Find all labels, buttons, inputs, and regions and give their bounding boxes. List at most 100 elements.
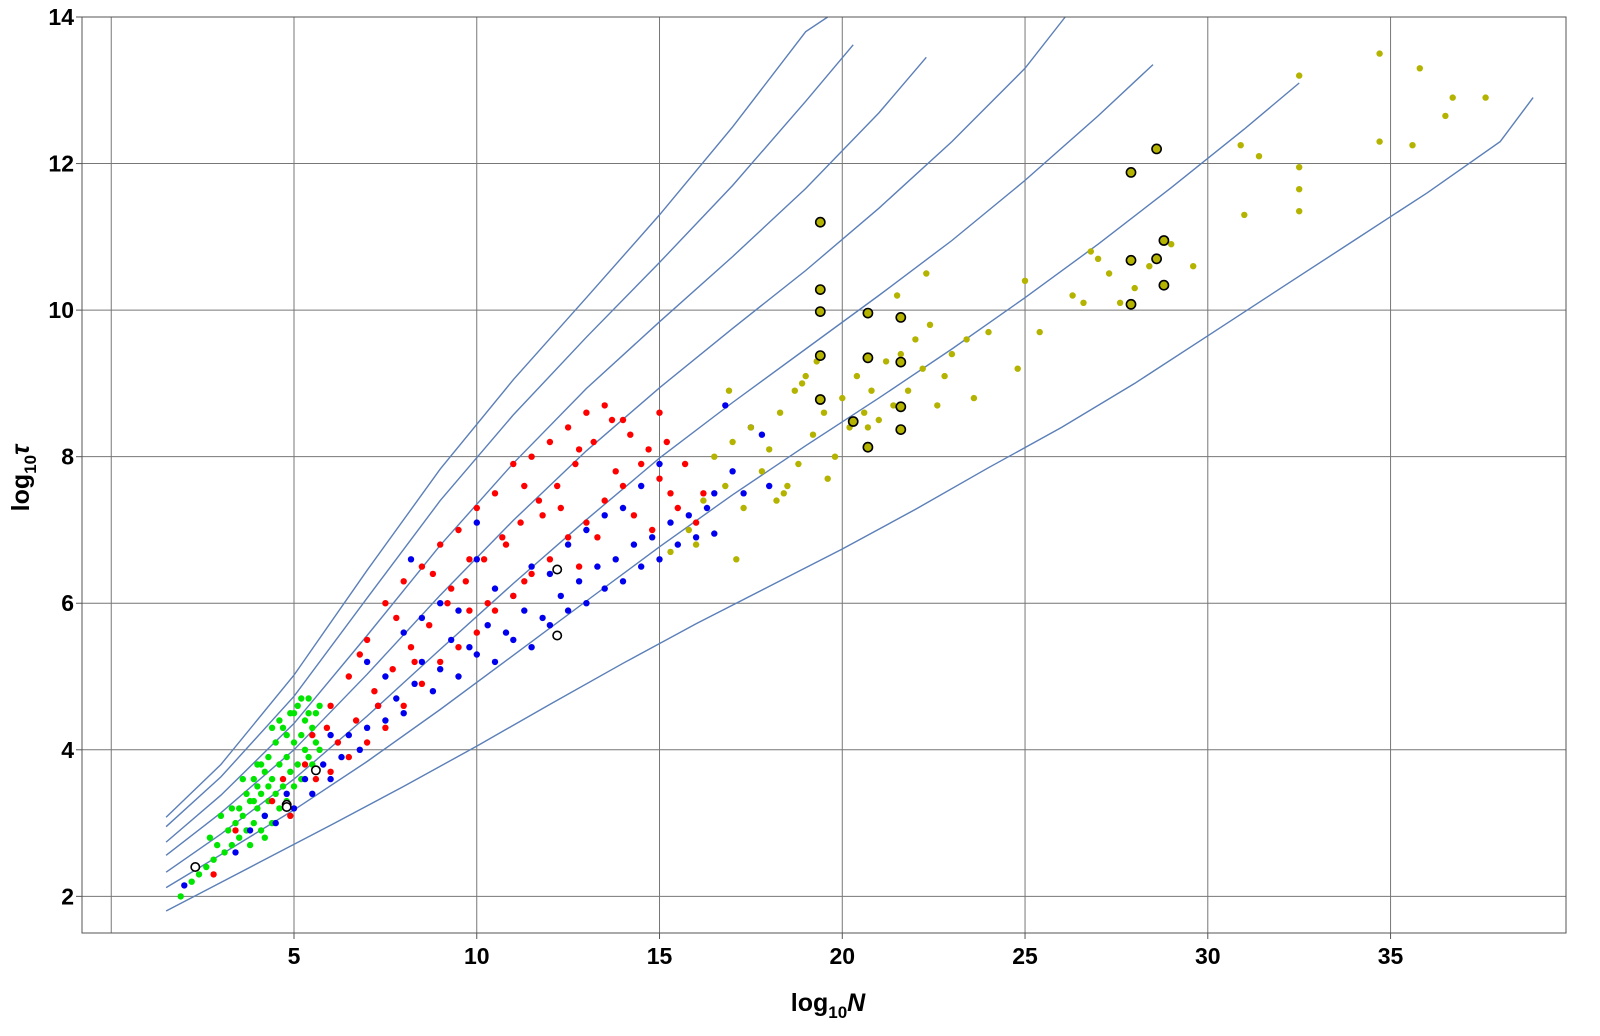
data-point — [276, 717, 283, 724]
data-point — [722, 402, 729, 409]
data-point — [546, 622, 554, 629]
data-point — [517, 519, 524, 526]
data-point — [941, 372, 948, 380]
data-point — [236, 834, 243, 841]
data-point — [674, 504, 681, 512]
data-point — [301, 761, 309, 768]
data-point — [601, 512, 608, 519]
data-point — [418, 658, 426, 666]
data-point — [327, 702, 334, 709]
data-point — [656, 409, 663, 416]
data-point — [279, 775, 287, 783]
data-point — [389, 666, 396, 673]
data-point — [429, 570, 437, 578]
plot-frame — [81, 16, 1567, 934]
data-point — [1036, 328, 1043, 336]
data-point — [692, 519, 700, 526]
data-point — [575, 563, 583, 570]
data-point — [305, 710, 312, 717]
data-point — [455, 526, 462, 534]
data-point — [875, 416, 882, 424]
reference-curve — [165, 97, 1534, 912]
data-point — [847, 416, 859, 427]
data-point — [261, 834, 268, 841]
data-point — [711, 490, 718, 497]
data-point — [539, 614, 546, 622]
data-point — [312, 739, 320, 746]
data-point — [1409, 142, 1416, 149]
data-point — [656, 475, 663, 482]
data-point — [612, 468, 619, 475]
data-point — [795, 460, 802, 468]
data-point — [740, 504, 747, 512]
data-point — [195, 871, 203, 878]
data-point — [649, 534, 656, 541]
y-tick-label: 8 — [61, 444, 74, 470]
data-point — [729, 468, 736, 475]
data-point — [1151, 143, 1162, 155]
data-point — [539, 512, 546, 519]
data-point — [564, 424, 572, 431]
data-point — [814, 306, 826, 317]
data-point — [181, 882, 188, 889]
data-point — [619, 578, 627, 585]
data-point — [895, 311, 907, 323]
tick-labels: 5 10 15 20 25 30 35 2 4 6 8 10 12 14 — [48, 4, 1403, 969]
data-point — [232, 819, 239, 827]
data-point — [448, 636, 455, 644]
data-point — [437, 666, 444, 673]
data-point — [411, 658, 418, 666]
data-point — [400, 710, 407, 717]
data-point — [564, 541, 572, 548]
data-point — [334, 739, 342, 746]
data-point — [407, 556, 415, 563]
data-point — [608, 416, 616, 424]
data-point — [491, 490, 499, 497]
data-point — [502, 541, 510, 548]
data-point — [923, 270, 930, 277]
data-point — [298, 695, 305, 702]
data-point — [188, 878, 195, 885]
data-point — [265, 753, 272, 761]
data-point — [268, 797, 276, 805]
data-point — [1296, 208, 1303, 215]
data-point — [301, 746, 309, 753]
data-point — [254, 805, 261, 812]
data-point — [546, 438, 554, 446]
data-point — [814, 394, 826, 405]
data-point — [345, 731, 352, 739]
data-point — [254, 783, 261, 790]
data-point — [546, 556, 554, 563]
data-point — [1125, 298, 1137, 310]
data-point — [882, 358, 890, 365]
data-point — [276, 805, 283, 812]
x-axis-title: log10N — [791, 989, 866, 1022]
data-point — [601, 585, 608, 592]
data-point — [630, 512, 638, 519]
data-point — [638, 460, 645, 468]
data-point — [729, 438, 736, 446]
data-point — [206, 834, 214, 841]
data-point — [221, 849, 228, 856]
data-point — [283, 790, 290, 797]
data-point — [210, 871, 217, 878]
data-point — [382, 717, 389, 724]
data-point — [243, 790, 250, 797]
data-point — [426, 622, 433, 629]
y-tick-label: 6 — [61, 590, 74, 616]
data-point — [725, 387, 733, 394]
data-point — [722, 482, 729, 490]
data-point — [510, 592, 517, 600]
data-point — [283, 753, 290, 761]
data-point — [1449, 94, 1456, 101]
data-point — [594, 563, 601, 570]
data-point — [776, 409, 784, 416]
data-point — [985, 328, 992, 336]
data-point — [557, 592, 564, 600]
data-point — [268, 724, 276, 731]
data-point — [1131, 284, 1138, 292]
data-point — [345, 753, 352, 761]
data-point — [356, 746, 363, 753]
data-point — [667, 490, 674, 497]
